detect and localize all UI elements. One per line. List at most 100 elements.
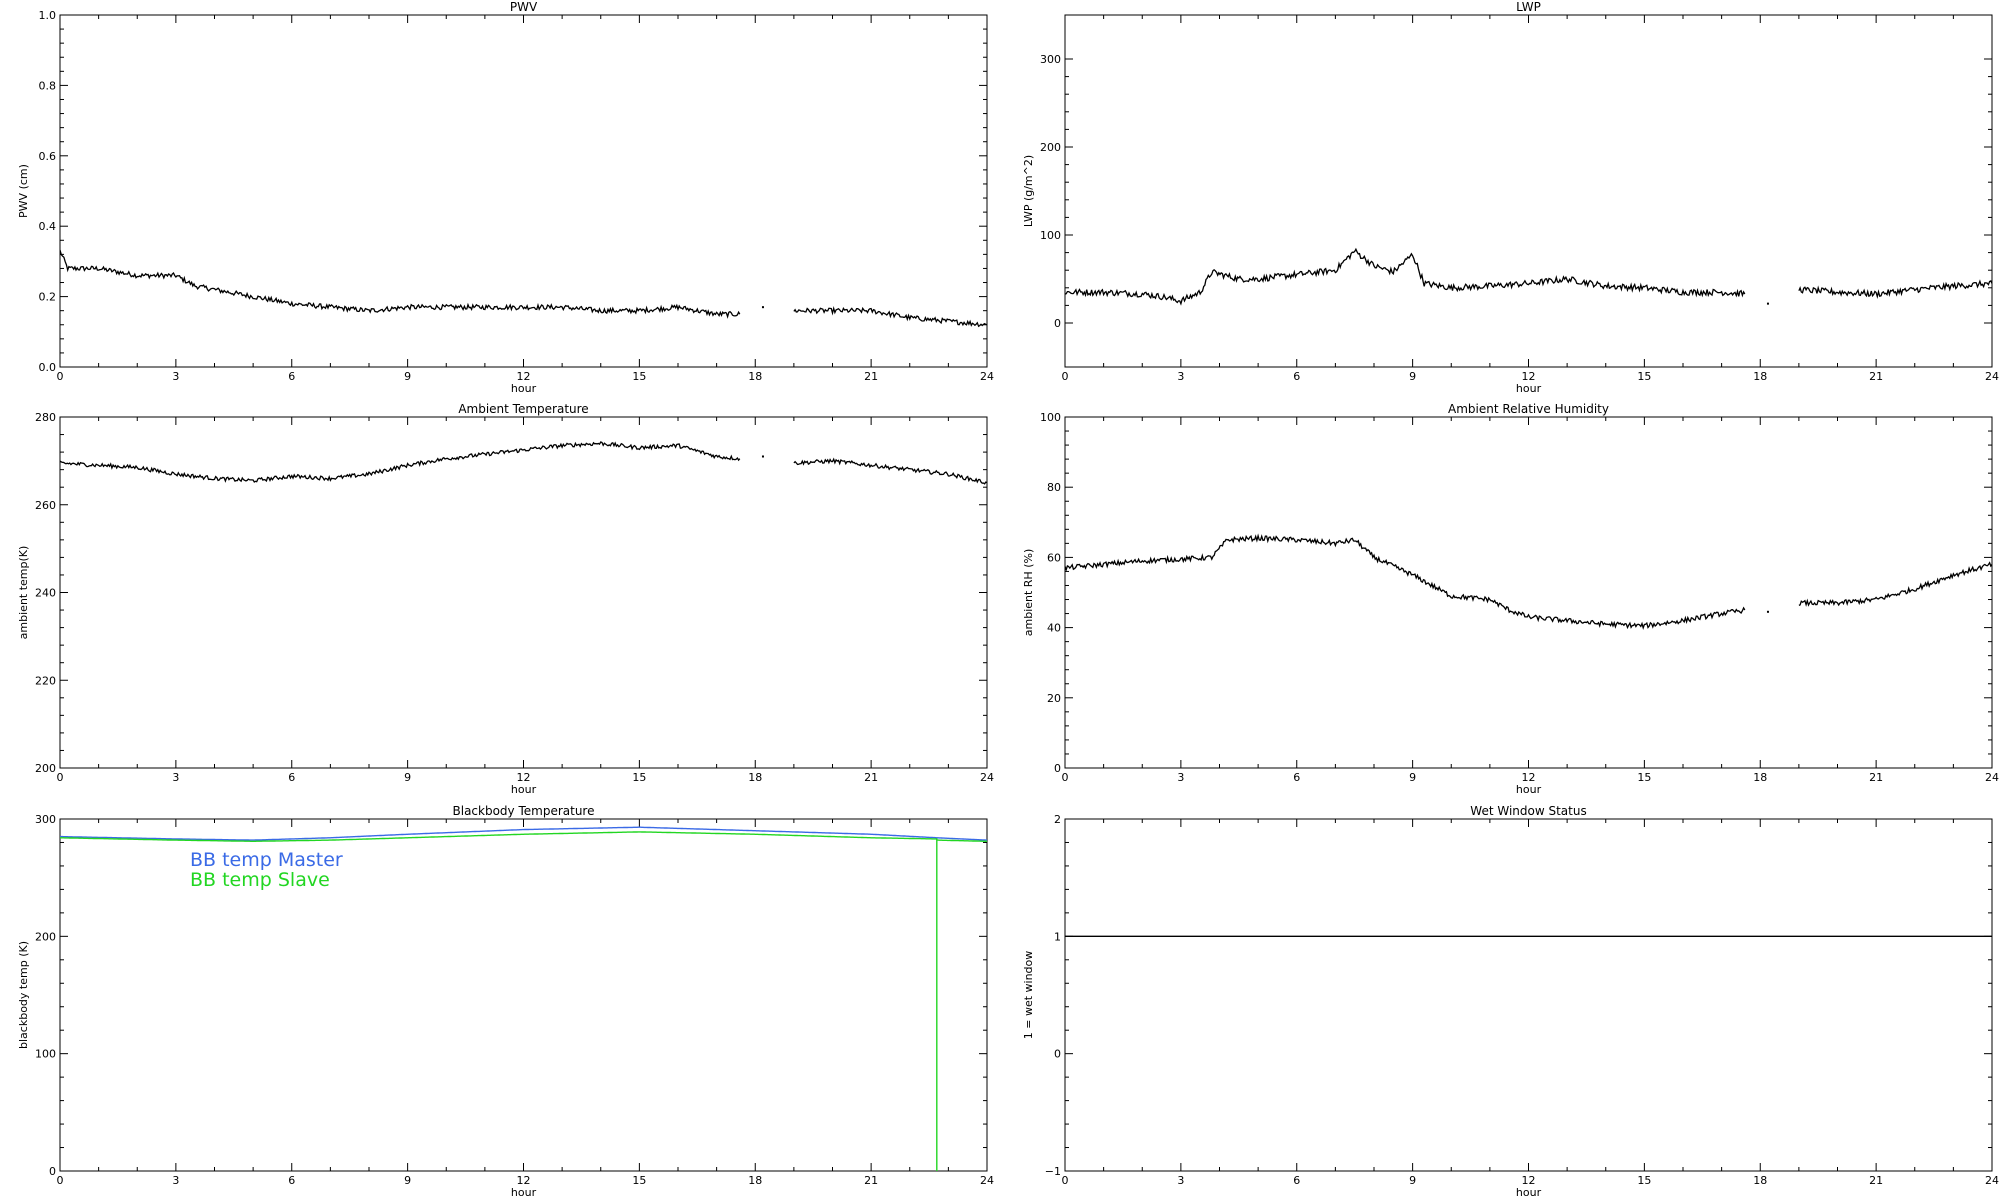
y-tick-label: 200 — [35, 930, 56, 943]
x-axis-label: hour — [511, 382, 537, 395]
series-line — [793, 457, 987, 485]
data-point — [1766, 302, 1769, 305]
y-axis-label: blackbody temp (K) — [17, 941, 30, 1049]
x-tick-label: 3 — [1177, 370, 1184, 383]
y-tick-label: 280 — [35, 411, 56, 424]
y-axis-label: ambient RH (%) — [1022, 549, 1035, 637]
y-tick-label: 0.4 — [39, 220, 57, 233]
plot-frame — [1064, 416, 1993, 769]
y-axis-label: PWV (cm) — [17, 164, 30, 218]
data-point — [1766, 610, 1769, 613]
y-tick-label: −1 — [1045, 1165, 1061, 1178]
panel-pwv: PWV 0 3 6 9 12 15 18 21 24 hour 0.0 0.2 0.4 0.6 0.8 1.0 P… — [17, 0, 994, 395]
x-tick-label: 3 — [172, 370, 179, 383]
x-tick-label: 0 — [57, 1174, 64, 1187]
y-tick-label: 0.8 — [39, 79, 57, 92]
x-tick-label: 12 — [1522, 1174, 1536, 1187]
x-tick-label: 9 — [1409, 771, 1416, 784]
series-line — [1065, 533, 1746, 631]
x-tick-label: 18 — [748, 370, 762, 383]
y-tick-label: 200 — [1040, 141, 1061, 154]
x-tick-label: 18 — [1753, 1174, 1767, 1187]
panel-title: Ambient Relative Humidity — [1448, 402, 1609, 416]
x-tick-label: 21 — [1869, 771, 1883, 784]
x-tick-label: 21 — [1869, 1174, 1883, 1187]
x-tick-label: 15 — [1637, 771, 1651, 784]
x-tick-label: 9 — [1409, 1174, 1416, 1187]
series-line — [1798, 279, 1992, 299]
panel-title: PWV — [510, 0, 538, 14]
x-tick-label: 12 — [1522, 771, 1536, 784]
y-tick-label: 40 — [1047, 622, 1061, 635]
legend-entry: BB temp Slave — [190, 869, 330, 891]
x-axis-label: hour — [1516, 382, 1542, 395]
x-axis-label: hour — [511, 783, 537, 796]
data-point — [761, 455, 764, 458]
y-tick-label: 0.2 — [39, 291, 57, 304]
y-tick-label: 220 — [35, 674, 56, 687]
x-tick-label: 6 — [288, 1174, 295, 1187]
x-tick-label: 21 — [864, 370, 878, 383]
x-tick-label: 0 — [1062, 1174, 1069, 1187]
x-tick-label: 21 — [1869, 370, 1883, 383]
x-tick-label: 21 — [864, 1174, 878, 1187]
series-line — [60, 249, 741, 319]
x-tick-label: 9 — [404, 771, 411, 784]
x-tick-label: 15 — [632, 1174, 646, 1187]
x-axis-label: hour — [1516, 783, 1542, 796]
panel-title: Wet Window Status — [1470, 804, 1586, 818]
x-axis-label: hour — [1516, 1186, 1542, 1199]
legend-entry: BB temp Master — [190, 849, 343, 871]
x-tick-label: 18 — [1753, 370, 1767, 383]
x-tick-label: 15 — [1637, 370, 1651, 383]
y-tick-label: 0 — [1054, 1048, 1061, 1061]
x-tick-label: 24 — [1985, 370, 1999, 383]
x-tick-label: 24 — [980, 1174, 994, 1187]
x-tick-label: 24 — [1985, 1174, 1999, 1187]
panel-title: LWP — [1516, 0, 1541, 14]
x-tick-label: 24 — [980, 370, 994, 383]
x-tick-label: 15 — [1637, 1174, 1651, 1187]
x-tick-label: 21 — [864, 771, 878, 784]
y-tick-label: 100 — [35, 1048, 56, 1061]
x-axis-label: hour — [511, 1186, 537, 1199]
y-tick-label: 1.0 — [39, 9, 57, 22]
y-tick-label: 80 — [1047, 481, 1061, 494]
panel-lwp: LWP 0 3 6 9 12 15 18 21 24 hour 0 100 200 300 LWP (g/m^… — [1022, 0, 1999, 395]
x-tick-label: 12 — [517, 1174, 531, 1187]
y-axis-label: ambient temp(K) — [17, 546, 30, 640]
y-tick-label: 300 — [1040, 53, 1061, 66]
series-line-bb-temp-master — [60, 826, 987, 841]
x-tick-label: 0 — [1062, 370, 1069, 383]
x-tick-label: 0 — [57, 370, 64, 383]
y-tick-label: 260 — [35, 499, 56, 512]
x-tick-label: 18 — [748, 1174, 762, 1187]
y-tick-label: 0 — [49, 1165, 56, 1178]
x-tick-label: 6 — [1293, 771, 1300, 784]
y-tick-label: 0.6 — [39, 150, 57, 163]
y-tick-label: 0 — [1054, 317, 1061, 330]
data-point — [761, 306, 764, 309]
panel-ambient-rh: Ambient Relative Humidity 0 3 6 9 12 15 18 21 24 h… — [1022, 402, 1999, 796]
y-tick-label: 2 — [1054, 813, 1061, 826]
x-tick-label: 6 — [1293, 1174, 1300, 1187]
series-line — [1798, 561, 1992, 607]
x-tick-label: 6 — [288, 771, 295, 784]
x-tick-label: 3 — [172, 1174, 179, 1187]
x-tick-label: 3 — [1177, 1174, 1184, 1187]
x-tick-label: 15 — [632, 370, 646, 383]
plot-frame — [59, 416, 988, 769]
x-tick-label: 12 — [1522, 370, 1536, 383]
y-tick-label: 1 — [1054, 930, 1061, 943]
x-tick-label: 24 — [980, 771, 994, 784]
plot-frame — [1064, 818, 1993, 1172]
x-tick-label: 12 — [517, 771, 531, 784]
y-tick-label: 0.0 — [39, 361, 57, 374]
series-line — [60, 441, 741, 483]
x-tick-label: 24 — [1985, 771, 1999, 784]
x-tick-label: 6 — [1293, 370, 1300, 383]
x-tick-label: 6 — [288, 370, 295, 383]
y-tick-label: 200 — [35, 762, 56, 775]
